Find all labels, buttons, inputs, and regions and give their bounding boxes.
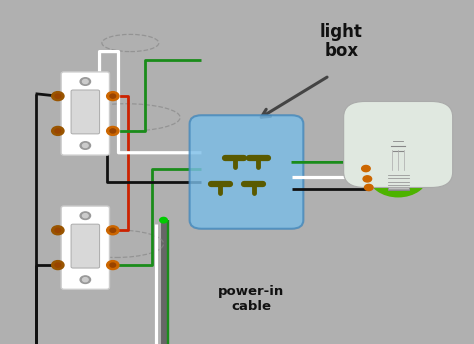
FancyBboxPatch shape <box>71 90 100 134</box>
Circle shape <box>365 184 373 191</box>
Circle shape <box>369 154 428 197</box>
Circle shape <box>55 94 61 98</box>
Circle shape <box>160 217 167 223</box>
Circle shape <box>80 212 91 219</box>
Circle shape <box>52 226 64 235</box>
FancyBboxPatch shape <box>61 206 109 289</box>
Text: light
box: light box <box>320 23 363 60</box>
Text: power-in
cable: power-in cable <box>218 285 284 313</box>
Circle shape <box>110 263 116 267</box>
Circle shape <box>110 129 116 133</box>
Bar <box>388 172 409 190</box>
Circle shape <box>82 214 88 218</box>
FancyBboxPatch shape <box>71 224 100 268</box>
FancyBboxPatch shape <box>61 72 109 155</box>
Circle shape <box>362 165 370 172</box>
Circle shape <box>52 92 64 100</box>
Circle shape <box>55 228 61 232</box>
Circle shape <box>107 261 119 270</box>
Circle shape <box>107 127 119 136</box>
Circle shape <box>110 228 116 232</box>
Circle shape <box>80 276 91 283</box>
Circle shape <box>80 142 91 149</box>
Circle shape <box>52 127 64 136</box>
Circle shape <box>55 263 61 267</box>
FancyBboxPatch shape <box>344 101 453 187</box>
Circle shape <box>110 94 116 98</box>
Circle shape <box>52 261 64 270</box>
Circle shape <box>82 143 88 148</box>
Circle shape <box>82 278 88 282</box>
Circle shape <box>363 176 372 182</box>
Circle shape <box>107 226 119 235</box>
Circle shape <box>55 129 61 133</box>
FancyBboxPatch shape <box>190 115 303 229</box>
Circle shape <box>82 79 88 84</box>
Circle shape <box>107 92 119 100</box>
Circle shape <box>80 78 91 85</box>
